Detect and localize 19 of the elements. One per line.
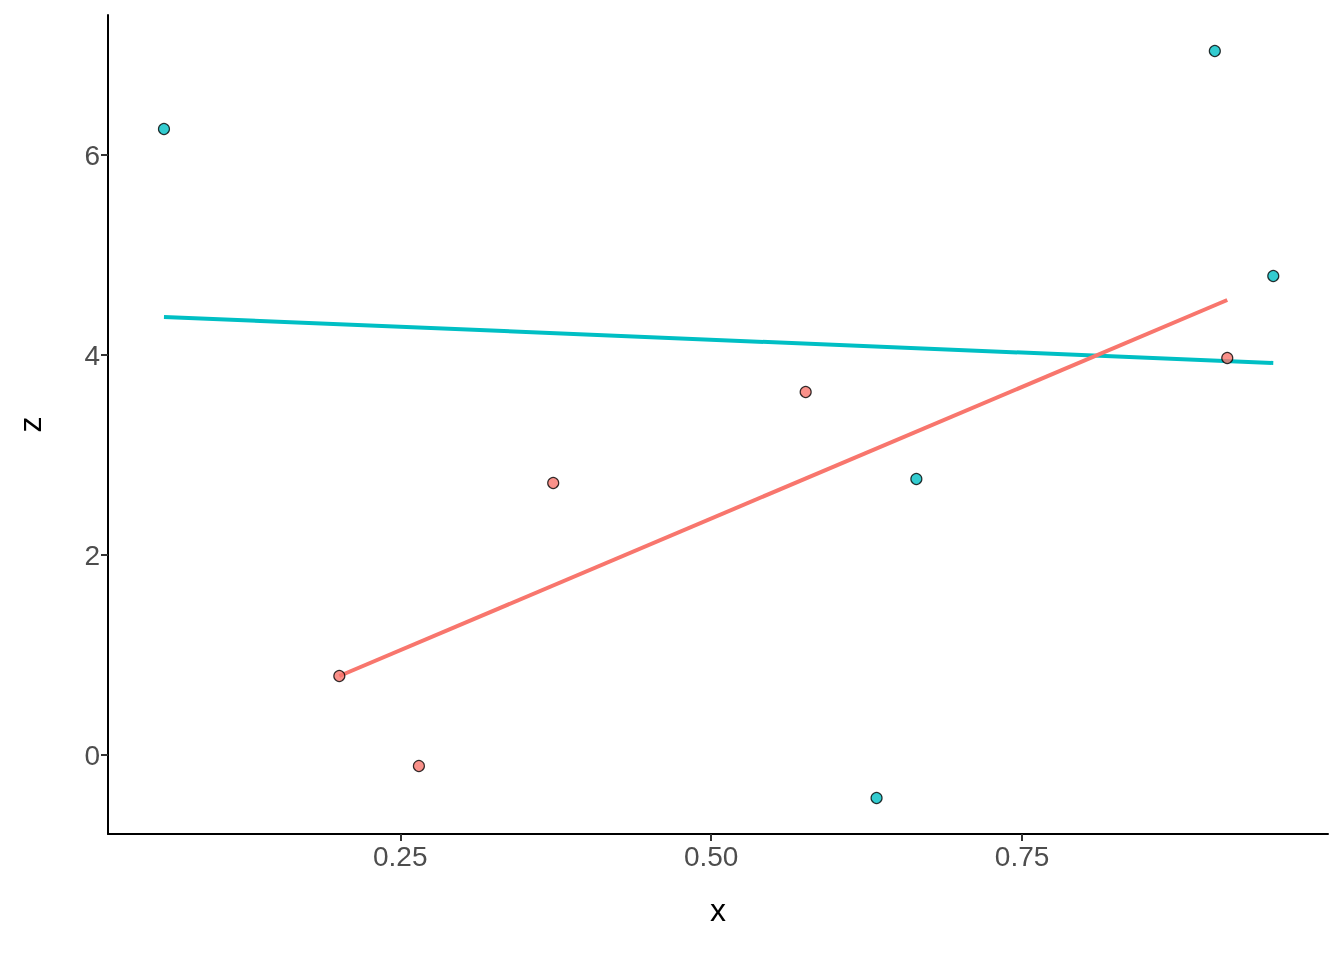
y-tick-label: 0 (84, 739, 100, 771)
point (1208, 44, 1221, 58)
y-tick-label: 4 (84, 339, 100, 371)
x-tick-label: 0.25 (373, 840, 428, 872)
point (1267, 269, 1280, 283)
point (870, 791, 883, 805)
point (333, 669, 346, 683)
y-tick-label: 2 (84, 539, 100, 571)
x-tick-label: 0.50 (683, 840, 739, 872)
y-axis-title: z (12, 416, 48, 433)
point (547, 476, 560, 490)
x-tick-label: 0.75 (994, 840, 1050, 872)
x-axis-title: x (710, 892, 726, 928)
y-tick-label: 6 (84, 139, 100, 171)
point (1221, 351, 1234, 365)
point (910, 472, 923, 486)
point (157, 122, 171, 136)
point (799, 385, 812, 399)
point (412, 759, 426, 773)
